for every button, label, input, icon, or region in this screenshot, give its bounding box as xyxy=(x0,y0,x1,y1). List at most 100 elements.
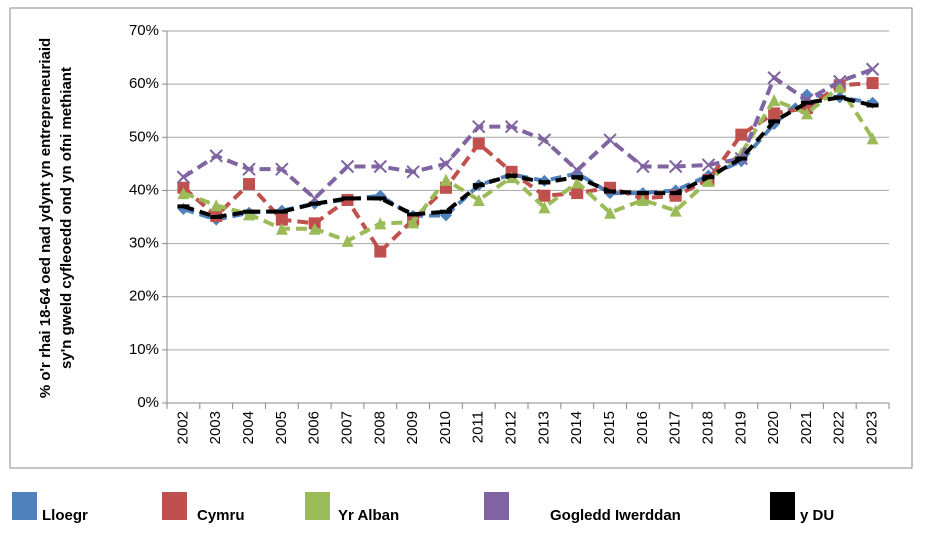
marker xyxy=(538,201,551,214)
marker xyxy=(374,245,387,258)
x-tick-label: 2003 xyxy=(207,411,224,444)
legend-label: y DU xyxy=(800,507,834,524)
x-tick-label: 2008 xyxy=(371,411,388,444)
marker xyxy=(767,71,781,85)
marker xyxy=(571,176,584,189)
series-line xyxy=(182,83,875,244)
marker xyxy=(833,95,846,100)
marker xyxy=(340,159,355,174)
marker xyxy=(275,213,288,226)
x-tick-label: 2013 xyxy=(535,411,552,444)
marker xyxy=(209,149,223,163)
x-tick-label: 2022 xyxy=(831,411,848,444)
x-tick-label: 2005 xyxy=(273,411,290,444)
marker xyxy=(177,187,190,200)
x-tick-label: 2014 xyxy=(568,411,585,444)
marker xyxy=(865,62,880,76)
marker xyxy=(735,128,748,141)
marker xyxy=(308,201,321,206)
marker xyxy=(275,209,288,214)
marker xyxy=(472,183,485,188)
x-tick-label: 2016 xyxy=(634,411,651,444)
marker xyxy=(243,208,256,221)
y-tick-label: 20% xyxy=(129,288,159,305)
x-tick-label: 2023 xyxy=(864,411,881,444)
marker xyxy=(242,162,256,176)
marker xyxy=(604,189,617,194)
y-tick-label: 0% xyxy=(137,394,159,411)
marker xyxy=(702,174,715,187)
marker xyxy=(177,204,190,209)
marker xyxy=(373,159,388,174)
marker xyxy=(866,77,879,90)
series-line xyxy=(182,67,874,202)
x-tick-label: 2009 xyxy=(404,411,421,444)
marker xyxy=(735,156,748,161)
series-line xyxy=(182,81,873,255)
marker xyxy=(768,94,781,107)
x-tick-label: 2006 xyxy=(306,411,323,444)
x-tick-label: 2017 xyxy=(667,411,684,444)
marker xyxy=(374,196,387,201)
marker xyxy=(669,191,682,196)
legend-label: Yr Alban xyxy=(338,507,399,524)
marker xyxy=(472,119,486,134)
x-tick-label: 2011 xyxy=(470,411,487,443)
marker xyxy=(538,180,551,185)
y-tick-label: 10% xyxy=(129,341,159,358)
marker xyxy=(571,175,584,180)
marker xyxy=(472,137,485,150)
legend-swatch xyxy=(305,492,330,520)
marker xyxy=(833,74,847,89)
x-tick-label: 2012 xyxy=(503,411,520,444)
legend-swatch xyxy=(162,492,187,520)
marker xyxy=(472,193,485,206)
marker xyxy=(275,222,288,235)
x-tick-label: 2010 xyxy=(437,411,454,444)
marker xyxy=(308,222,321,235)
y-axis-title: % o'r rhai 18-64 oed nad ydynt yn entrep… xyxy=(37,37,75,399)
marker xyxy=(407,216,420,229)
y-tick-label: 70% xyxy=(129,22,159,39)
legend-label: Gogledd Iwerddan xyxy=(550,507,681,524)
marker xyxy=(537,133,552,147)
legend-label: Lloegr xyxy=(42,507,88,524)
x-tick-label: 2018 xyxy=(699,411,716,444)
marker xyxy=(604,206,617,219)
marker xyxy=(571,187,584,200)
marker xyxy=(603,133,617,147)
marker xyxy=(668,159,683,174)
marker xyxy=(406,165,420,179)
series xyxy=(177,80,879,247)
x-tick-label: 2002 xyxy=(174,411,191,444)
marker xyxy=(538,189,551,202)
marker xyxy=(210,215,223,219)
x-tick-label: 2021 xyxy=(798,411,815,444)
marker xyxy=(407,212,420,217)
legend-label: Cymru xyxy=(197,507,245,524)
marker xyxy=(800,100,813,105)
x-tick-label: 2019 xyxy=(732,411,749,444)
marker xyxy=(701,158,716,172)
marker xyxy=(210,199,223,212)
marker xyxy=(243,209,256,214)
y-tick-label: 50% xyxy=(129,128,159,145)
marker xyxy=(866,132,879,145)
x-tick-label: 2015 xyxy=(601,411,618,444)
marker xyxy=(504,119,519,134)
marker xyxy=(243,178,256,191)
legend-swatch xyxy=(770,492,795,520)
marker xyxy=(570,163,584,177)
marker xyxy=(341,234,354,247)
x-tick-label: 2007 xyxy=(338,411,355,444)
marker xyxy=(341,196,354,201)
marker xyxy=(768,119,781,124)
chart-frame xyxy=(9,7,913,469)
marker xyxy=(768,107,781,120)
marker xyxy=(275,162,289,176)
marker xyxy=(800,107,813,120)
marker xyxy=(636,193,649,206)
marker xyxy=(669,204,682,217)
y-tick-label: 30% xyxy=(129,235,159,252)
